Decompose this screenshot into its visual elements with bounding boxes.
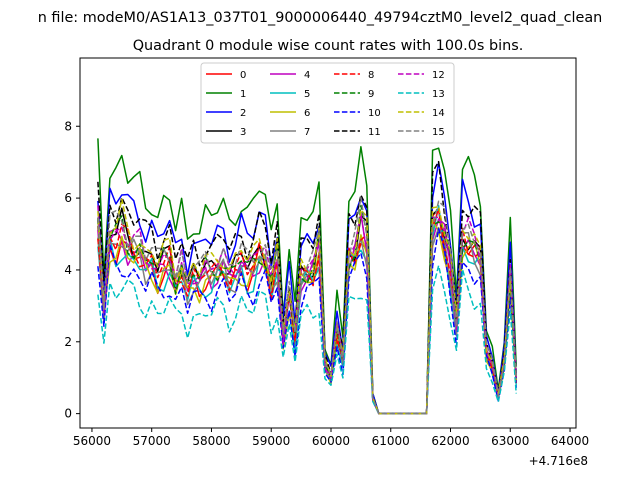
legend-box xyxy=(200,62,455,144)
series-line-14 xyxy=(97,198,517,415)
legend-label-9: 9 xyxy=(368,89,374,100)
x-tick-label: 58000 xyxy=(192,434,230,448)
x-tick-label: 56000 xyxy=(73,434,111,448)
series-line-7 xyxy=(97,226,517,415)
x-tick-label: 60000 xyxy=(312,434,350,448)
legend-label-6: 6 xyxy=(304,108,310,119)
y-tick-label: 2 xyxy=(64,335,72,349)
x-axis: 56000 57000 58000 59000 60000 61000 62000 63000… xyxy=(73,428,589,448)
series-line-2 xyxy=(97,161,517,415)
legend-label-8: 8 xyxy=(368,70,374,81)
legend-label-7: 7 xyxy=(304,127,310,138)
legend-label-1: 1 xyxy=(240,89,246,100)
legend-label-0: 0 xyxy=(240,70,246,81)
legend-label-12: 12 xyxy=(432,70,445,81)
legend-label-10: 10 xyxy=(368,108,381,119)
legend-label-4: 4 xyxy=(304,70,310,81)
series-line-15 xyxy=(97,196,517,415)
y-tick-label: 0 xyxy=(64,407,72,421)
series-line-8 xyxy=(97,208,517,415)
x-tick-label: 57000 xyxy=(133,434,171,448)
x-tick-label: 59000 xyxy=(252,434,290,448)
y-tick-label: 4 xyxy=(64,263,72,277)
x-tick-label: 62000 xyxy=(431,434,469,448)
figure-suptitle: n file: modeM0/AS1A13_037T01_9000006440_… xyxy=(38,10,603,26)
x-axis-offset-label: +4.716e8 xyxy=(529,454,588,468)
series-line-10 xyxy=(97,228,517,415)
legend-label-13: 13 xyxy=(432,89,445,100)
y-axis: 0 2 4 6 8 xyxy=(64,119,80,421)
y-tick-label: 6 xyxy=(64,191,72,205)
series-line-6 xyxy=(97,218,517,415)
legend-label-11: 11 xyxy=(368,127,381,138)
y-tick-label: 8 xyxy=(64,119,72,133)
legend-label-14: 14 xyxy=(432,108,445,119)
series-line-13 xyxy=(97,264,517,415)
x-tick-label: 64000 xyxy=(551,434,589,448)
legend-label-15: 15 xyxy=(432,127,445,138)
series-layer xyxy=(97,138,517,415)
x-tick-label: 63000 xyxy=(491,434,529,448)
legend-label-3: 3 xyxy=(240,127,246,138)
plot-frame xyxy=(79,57,577,429)
legend-label-5: 5 xyxy=(304,89,310,100)
x-tick-label: 61000 xyxy=(372,434,410,448)
legend-label-2: 2 xyxy=(240,108,246,119)
series-line-1 xyxy=(97,138,517,415)
chart-title: Quadrant 0 module wise count rates with … xyxy=(133,38,524,54)
